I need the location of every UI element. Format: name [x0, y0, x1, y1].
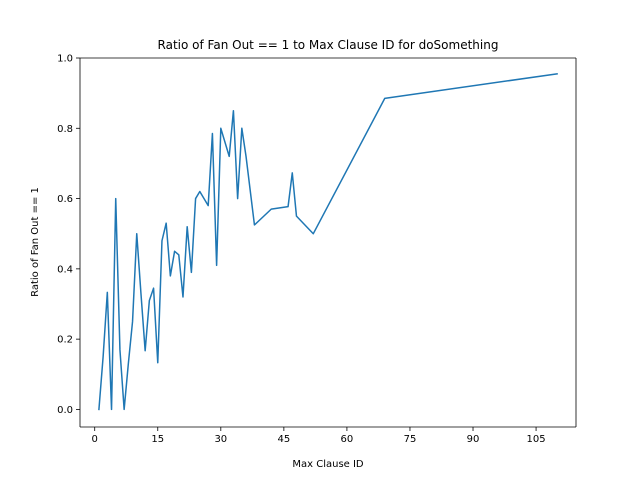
x-axis-title: Max Clause ID [292, 459, 364, 470]
x-tick-label-7: 105 [527, 434, 546, 445]
chart-title: Ratio of Fan Out == 1 to Max Clause ID f… [158, 38, 499, 52]
y-tick-label-4: 0.8 [57, 124, 73, 135]
plot-area: 0 15 30 45 60 75 90 105 0.0 0.2 0.4 0.6 0.8 1.0 [57, 54, 577, 445]
x-tick-label-1: 15 [151, 434, 164, 445]
y-tick-label-3: 0.6 [57, 194, 73, 205]
y-axis-title: Ratio of Fan Out == 1 [30, 187, 41, 297]
y-tick-label-0: 0.0 [57, 405, 73, 416]
x-tick-label-3: 45 [277, 434, 290, 445]
y-tick-label-2: 0.4 [57, 264, 73, 275]
x-tick-label-0: 0 [92, 434, 98, 445]
y-tick-label-5: 1.0 [57, 54, 73, 65]
series-line-0 [98, 72, 558, 411]
x-tick-label-4: 60 [341, 434, 354, 445]
x-tick-label-6: 90 [467, 434, 480, 445]
y-tick-label-1: 0.2 [57, 335, 73, 346]
x-tick-label-5: 75 [404, 434, 417, 445]
x-tick-label-2: 30 [214, 434, 227, 445]
